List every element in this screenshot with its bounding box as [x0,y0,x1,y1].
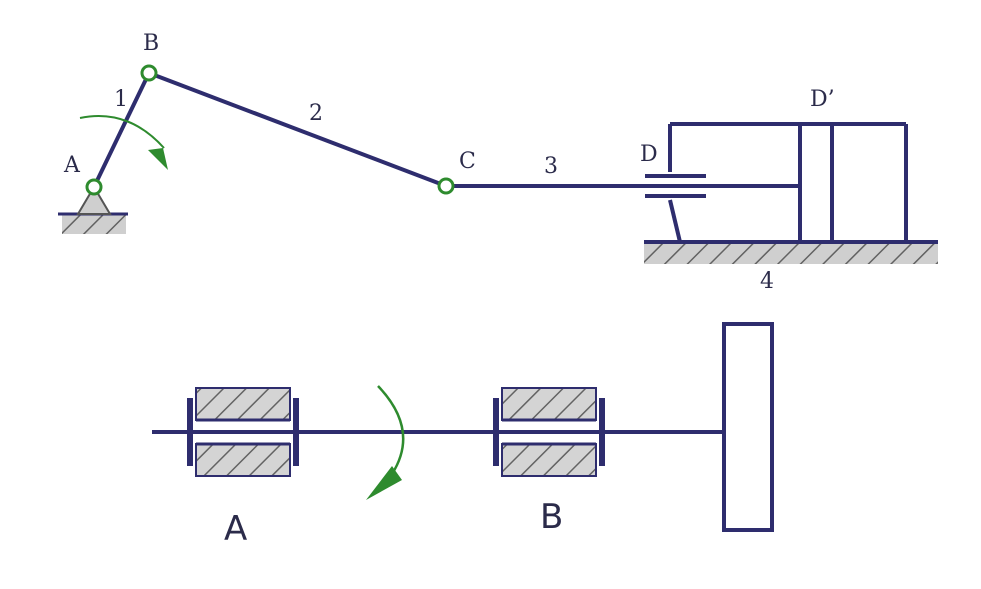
label-joint-d: D [640,142,658,167]
rotation-arrow-icon [79,115,168,170]
label-joint-a: A [63,153,81,178]
shaft-rotation-arrow-icon [366,385,405,500]
cylinder-body [645,122,908,243]
link-2 [148,71,447,188]
label-bearing-b: B [540,497,563,537]
joint-a [85,178,103,196]
bearing-b [493,387,605,477]
ground-cylinder [644,240,938,264]
disk [722,322,774,532]
bearing-a [187,387,299,477]
label-bearing-a: A [224,509,247,549]
shaft-assembly: A B [152,322,774,549]
label-joint-c: C [459,149,476,174]
label-link-2: 2 [309,101,323,126]
label-link-1: 1 [114,87,128,112]
slider-crank-mechanism: A B C D D’ 1 2 3 4 [58,31,938,294]
label-joint-d-prime: D’ [810,87,835,112]
piston [798,124,834,242]
joint-b [140,64,158,82]
joint-c [437,177,455,195]
label-joint-b: B [143,31,159,56]
label-link-4: 4 [760,269,774,294]
ground-a [58,185,128,234]
label-link-3: 3 [544,154,558,179]
link-1 [92,72,151,188]
